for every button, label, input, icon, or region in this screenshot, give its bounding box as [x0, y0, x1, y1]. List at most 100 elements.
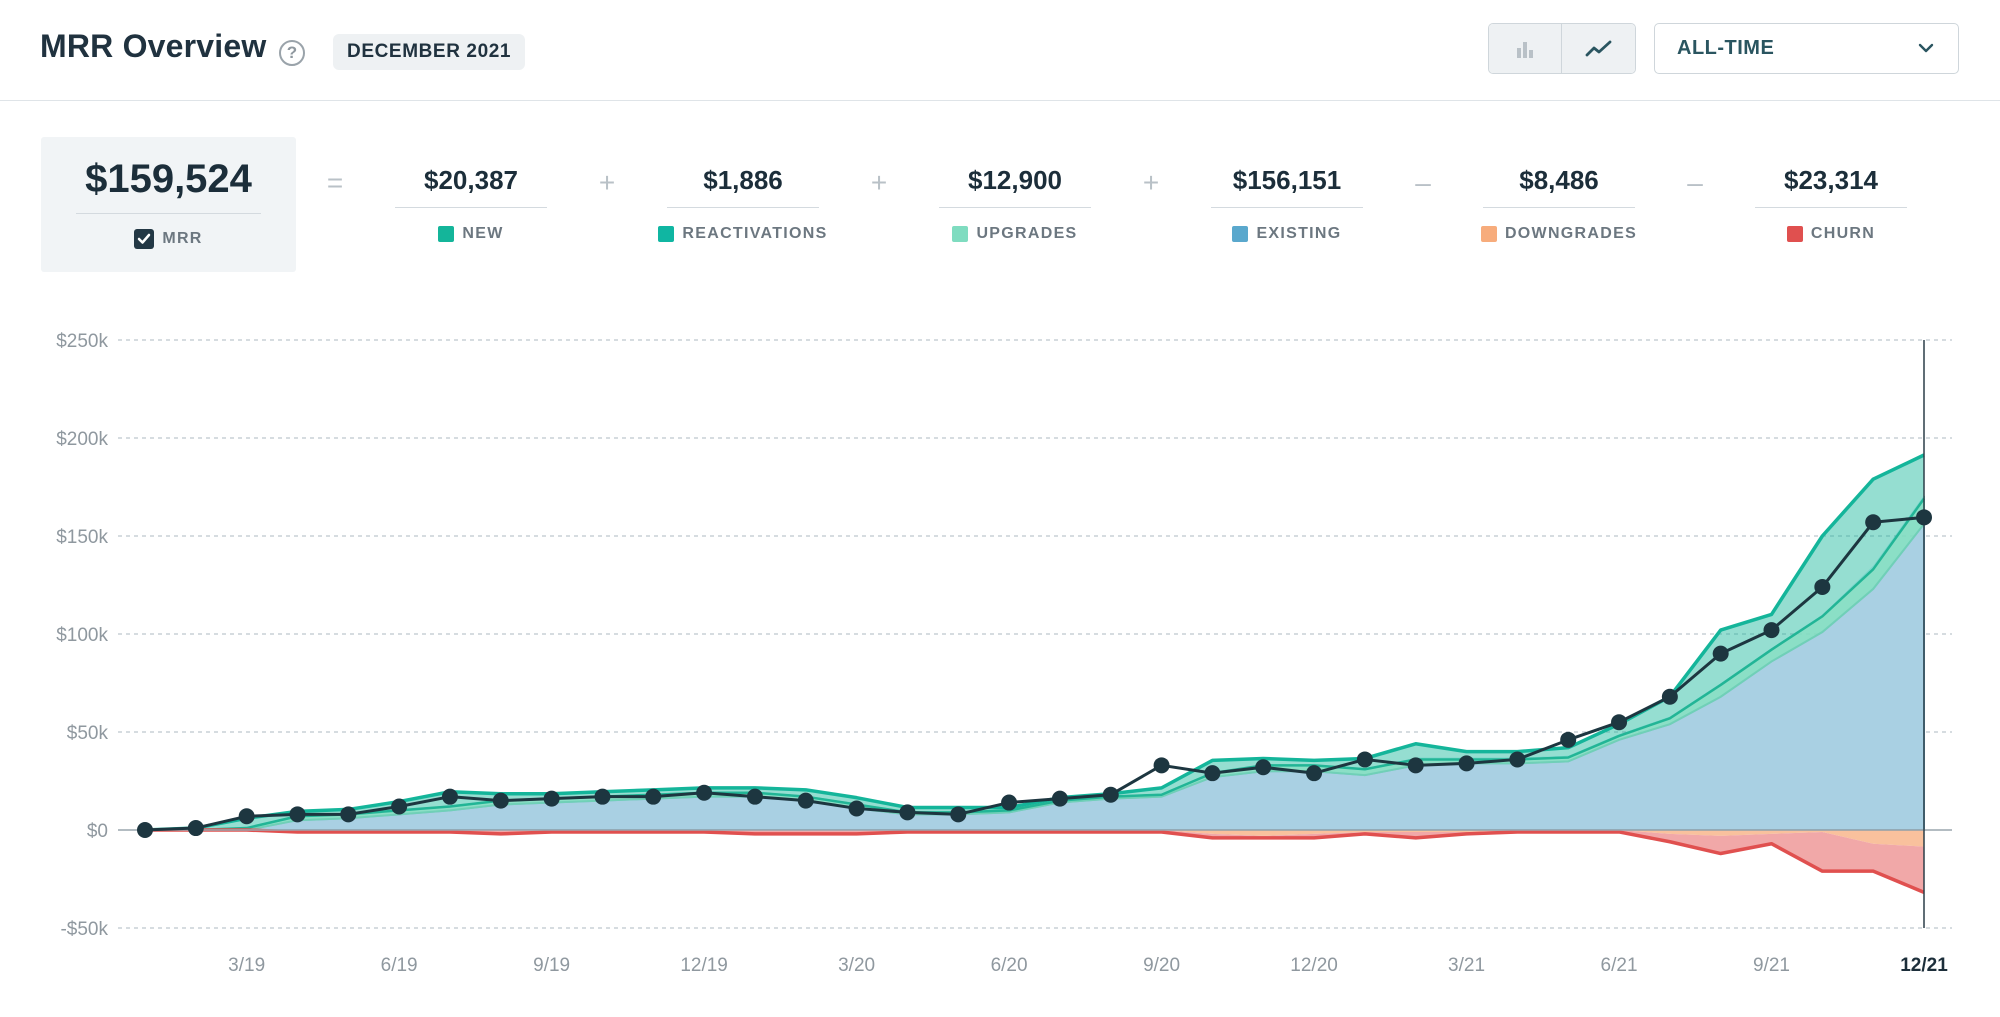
- mrr-data-point[interactable]: [1916, 509, 1932, 526]
- mrr-data-point[interactable]: [645, 788, 662, 805]
- bar-chart-icon: [1517, 41, 1533, 58]
- mrr-total-value: $159,524: [85, 157, 252, 201]
- mrr-data-point[interactable]: [1051, 790, 1068, 807]
- operator-plus: +: [870, 167, 888, 198]
- x-tick-label: 9/20: [1143, 955, 1180, 976]
- mrr-summary: $159,524 MRR = $20,387 NEW + $1,886 REAC…: [0, 130, 2000, 280]
- mrr-data-point[interactable]: [441, 788, 458, 805]
- component-downgrades[interactable]: $8,486 DOWNGRADES: [1444, 165, 1674, 243]
- mrr-data-point[interactable]: [899, 804, 916, 821]
- time-range-value: ALL-TIME: [1677, 37, 1775, 59]
- area-churn: [145, 830, 1924, 893]
- line-upgrades: [145, 497, 1926, 832]
- mrr-data-point[interactable]: [1001, 794, 1018, 811]
- mrr-chart[interactable]: -$50k $0 $50k $100k $150k $200k $250k 3/19 6/19 9…: [0, 300, 2000, 1010]
- mrr-data-point[interactable]: [1306, 765, 1323, 782]
- divider: [667, 207, 819, 208]
- divider: [1755, 207, 1907, 208]
- component-value: $8,486: [1519, 165, 1599, 195]
- mrr-data-point[interactable]: [543, 790, 560, 807]
- mrr-data-point[interactable]: [238, 808, 255, 825]
- mrr-data-point[interactable]: [1153, 757, 1170, 774]
- time-range-select[interactable]: ALL-TIME: [1654, 23, 1959, 74]
- mrr-data-point[interactable]: [1763, 622, 1780, 639]
- operator-minus: –: [1415, 167, 1431, 198]
- mrr-data-point[interactable]: [1611, 714, 1628, 731]
- checkbox-checked-icon[interactable]: [134, 229, 155, 249]
- mrr-data-point[interactable]: [1356, 751, 1373, 768]
- line-chart-icon: [1585, 40, 1611, 56]
- x-tick-label: 3/21: [1448, 955, 1485, 976]
- bar-view-button[interactable]: [1489, 24, 1562, 73]
- component-value: $23,314: [1784, 165, 1878, 195]
- mrr-data-point[interactable]: [797, 792, 814, 809]
- area-existing: [145, 521, 1925, 831]
- mrr-data-point[interactable]: [187, 820, 204, 837]
- mrr-data-point[interactable]: [1509, 751, 1526, 768]
- mrr-data-point[interactable]: [492, 792, 509, 809]
- component-value: $156,151: [1232, 165, 1342, 195]
- component-new[interactable]: $20,387 NEW: [356, 165, 586, 243]
- x-tick-label: 9/19: [533, 955, 570, 976]
- component-upgrades[interactable]: $12,900 UPGRADES: [900, 165, 1130, 243]
- divider: [1483, 207, 1635, 208]
- component-label: EXISTING: [1256, 225, 1342, 242]
- legend-swatch: [1232, 226, 1249, 242]
- mrr-toggle[interactable]: MRR: [41, 229, 296, 249]
- chart-view-toggle: [1488, 23, 1636, 74]
- operator-equals: =: [326, 167, 344, 198]
- mrr-data-point[interactable]: [1204, 765, 1221, 782]
- component-label: DOWNGRADES: [1504, 225, 1638, 242]
- component-churn[interactable]: $23,314 CHURN: [1716, 165, 1946, 243]
- divider: [939, 207, 1091, 208]
- mrr-data-point[interactable]: [1712, 645, 1729, 662]
- y-tick-label: $250k: [56, 331, 108, 352]
- component-label: CHURN: [1810, 225, 1876, 242]
- line-view-button[interactable]: [1562, 24, 1635, 73]
- x-tick-label: 3/19: [228, 955, 265, 976]
- mrr-data-point[interactable]: [746, 788, 763, 805]
- x-tick-label: 6/21: [1601, 955, 1638, 976]
- mrr-total-card[interactable]: $159,524 MRR: [41, 137, 296, 272]
- mrr-data-point[interactable]: [391, 798, 408, 815]
- mrr-data-point[interactable]: [137, 822, 153, 838]
- mrr-data-point[interactable]: [1102, 786, 1119, 803]
- y-tick-label: -$50k: [60, 919, 108, 940]
- x-tick-label: 9/21: [1753, 955, 1790, 976]
- component-value: $12,900: [968, 165, 1062, 195]
- component-value: $1,886: [703, 165, 783, 195]
- area-downgrades: [145, 830, 1924, 847]
- mrr-data-point[interactable]: [1458, 755, 1475, 772]
- mrr-data-point[interactable]: [1661, 688, 1678, 705]
- divider: [395, 207, 547, 208]
- y-tick-label: $100k: [56, 625, 108, 646]
- mrr-data-point[interactable]: [340, 806, 357, 823]
- divider: [76, 213, 261, 214]
- component-reactivations[interactable]: $1,886 REACTIVATIONS: [628, 165, 858, 243]
- date-badge: DECEMBER 2021: [333, 34, 526, 70]
- x-tick-label: 12/21: [1900, 955, 1948, 976]
- help-icon[interactable]: ?: [279, 40, 305, 66]
- mrr-data-point[interactable]: [1255, 759, 1272, 776]
- legend-swatch: [658, 226, 675, 242]
- legend-swatch: [952, 226, 969, 242]
- y-tick-label: $50k: [67, 723, 109, 744]
- mrr-data-point[interactable]: [696, 784, 713, 801]
- mrr-data-point[interactable]: [594, 788, 611, 805]
- mrr-data-point[interactable]: [848, 800, 865, 817]
- mrr-data-point[interactable]: [1814, 578, 1831, 595]
- divider: [1211, 207, 1363, 208]
- legend-swatch: [438, 226, 455, 242]
- mrr-data-point[interactable]: [1865, 514, 1882, 531]
- y-tick-label: $150k: [56, 527, 108, 548]
- mrr-data-point[interactable]: [1560, 731, 1577, 748]
- mrr-data-point[interactable]: [289, 806, 306, 823]
- legend-swatch: [1786, 226, 1803, 242]
- mrr-data-point[interactable]: [1407, 757, 1424, 774]
- component-label: UPGRADES: [976, 225, 1078, 242]
- y-tick-label: $0: [87, 821, 108, 842]
- mrr-data-point[interactable]: [950, 806, 967, 823]
- x-tick-label: 12/19: [680, 955, 728, 976]
- component-existing[interactable]: $156,151 EXISTING: [1172, 165, 1402, 243]
- x-tick-label: 12/20: [1290, 955, 1338, 976]
